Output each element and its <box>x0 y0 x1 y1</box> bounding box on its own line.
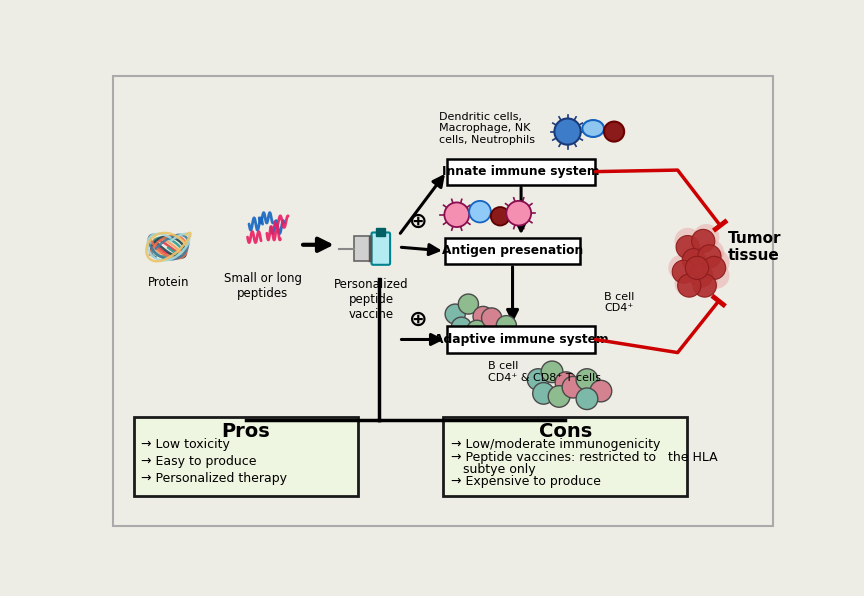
Circle shape <box>698 245 721 268</box>
Circle shape <box>688 259 714 285</box>
Circle shape <box>675 270 701 296</box>
Circle shape <box>469 201 491 222</box>
Circle shape <box>451 317 472 337</box>
Circle shape <box>548 386 570 407</box>
Circle shape <box>473 306 493 327</box>
Circle shape <box>698 240 724 266</box>
Circle shape <box>555 119 581 145</box>
Ellipse shape <box>582 120 604 137</box>
Text: Innate immune system: Innate immune system <box>442 165 600 178</box>
Circle shape <box>562 377 584 398</box>
FancyBboxPatch shape <box>447 327 595 353</box>
Text: Small or long
peptides: Small or long peptides <box>224 272 302 300</box>
Circle shape <box>496 316 517 336</box>
Text: Tumor
tissue: Tumor tissue <box>728 231 782 263</box>
Circle shape <box>683 249 706 272</box>
Circle shape <box>444 203 469 227</box>
FancyBboxPatch shape <box>445 238 581 264</box>
Text: ⊕: ⊕ <box>409 309 428 330</box>
Text: → Low toxicity: → Low toxicity <box>142 439 230 452</box>
Text: → Peptide vaccines: restricted to   the HLA: → Peptide vaccines: restricted to the HL… <box>451 451 718 464</box>
Circle shape <box>458 294 479 314</box>
Text: subtye only: subtye only <box>451 463 536 476</box>
FancyBboxPatch shape <box>376 228 385 235</box>
Text: B cell
CD4⁺: B cell CD4⁺ <box>604 291 634 313</box>
Circle shape <box>693 224 720 250</box>
Text: → Easy to produce: → Easy to produce <box>142 455 257 468</box>
Circle shape <box>675 228 701 254</box>
Circle shape <box>685 256 708 280</box>
Circle shape <box>604 122 624 142</box>
Circle shape <box>691 270 718 296</box>
Circle shape <box>556 372 577 393</box>
Circle shape <box>491 207 510 225</box>
Circle shape <box>576 388 598 409</box>
Text: Pros: Pros <box>221 421 270 440</box>
Circle shape <box>445 304 466 324</box>
Circle shape <box>677 274 701 297</box>
FancyBboxPatch shape <box>134 417 359 496</box>
Text: B cell
CD4⁺ & CD8⁺ T cells: B cell CD4⁺ & CD8⁺ T cells <box>488 361 600 383</box>
Circle shape <box>676 235 699 259</box>
Circle shape <box>693 274 716 297</box>
Circle shape <box>467 320 487 340</box>
FancyBboxPatch shape <box>443 417 688 496</box>
Circle shape <box>576 369 598 390</box>
Circle shape <box>590 380 612 402</box>
Text: Antigen presenation: Antigen presenation <box>442 244 583 257</box>
Text: Cons: Cons <box>538 421 592 440</box>
Circle shape <box>541 361 563 383</box>
Circle shape <box>481 308 502 328</box>
Text: Dendritic cells,
Macrophage, NK
cells, Neutrophils: Dendritic cells, Macrophage, NK cells, N… <box>439 111 535 145</box>
FancyBboxPatch shape <box>447 159 595 185</box>
Circle shape <box>703 262 729 288</box>
Circle shape <box>669 254 695 281</box>
FancyBboxPatch shape <box>372 232 391 265</box>
FancyBboxPatch shape <box>112 76 773 526</box>
Text: → Personalized therapy: → Personalized therapy <box>142 473 288 485</box>
Text: → Low/moderate immunogenicity: → Low/moderate immunogenicity <box>451 439 660 452</box>
Text: Protein: Protein <box>148 277 189 289</box>
Circle shape <box>702 256 726 280</box>
Text: Adaptive immune system: Adaptive immune system <box>434 333 608 346</box>
Circle shape <box>681 243 707 269</box>
Circle shape <box>533 383 555 404</box>
Circle shape <box>689 264 713 287</box>
Text: Personalized
peptide
vaccine: Personalized peptide vaccine <box>334 278 409 321</box>
Circle shape <box>691 229 715 253</box>
Circle shape <box>672 260 696 283</box>
Text: ⊕: ⊕ <box>409 212 428 232</box>
Circle shape <box>506 201 531 225</box>
Text: → Expensive to produce: → Expensive to produce <box>451 476 600 489</box>
FancyBboxPatch shape <box>353 236 371 261</box>
Circle shape <box>703 249 729 275</box>
Circle shape <box>527 369 549 390</box>
